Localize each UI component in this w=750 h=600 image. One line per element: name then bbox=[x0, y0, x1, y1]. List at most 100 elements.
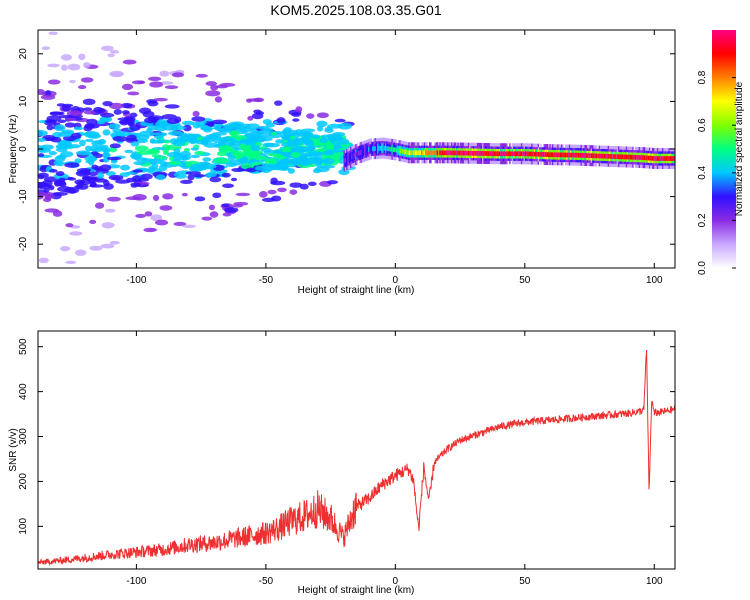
spectrogram-ridge-cell bbox=[410, 150, 413, 156]
spectrogram-x-tick-label: -50 bbox=[259, 275, 274, 286]
spectrogram-ridge-cell bbox=[496, 151, 499, 157]
spectrogram-ridge-cell bbox=[545, 152, 548, 157]
spectrogram-ridge-cell bbox=[649, 155, 652, 161]
spectrogram-cell bbox=[93, 140, 104, 145]
spectrogram-cell bbox=[286, 139, 299, 146]
spectrogram-ridge-cell bbox=[451, 150, 454, 156]
snr-y-tick-label: 300 bbox=[18, 428, 29, 445]
spectrogram-x-tick-label: -100 bbox=[126, 275, 146, 286]
spectrogram-ridge-cell bbox=[501, 151, 504, 157]
spectrogram-ridge-cell bbox=[400, 148, 403, 154]
spectrogram-cell bbox=[194, 139, 209, 145]
spectrogram-cell bbox=[201, 163, 217, 170]
spectrogram-cell bbox=[152, 194, 160, 202]
spectrogram-ridge-cell bbox=[514, 151, 517, 157]
spectrogram-cell bbox=[271, 195, 282, 202]
spectrogram-ridge-cell bbox=[629, 154, 632, 160]
spectrogram-cell bbox=[180, 179, 193, 185]
spectrogram-cell bbox=[108, 174, 124, 181]
spectrogram-cell bbox=[194, 196, 206, 202]
spectrogram-cell bbox=[102, 152, 111, 159]
spectrogram-ridge-cell bbox=[416, 150, 419, 156]
spectrogram-ridge-cell bbox=[650, 155, 653, 161]
spectrogram-ridge-cell bbox=[476, 150, 479, 156]
spectrogram-cell bbox=[270, 131, 277, 136]
spectrogram-ridge-cell bbox=[586, 153, 590, 158]
spectrogram-cell bbox=[212, 137, 224, 144]
spectrogram-cell bbox=[324, 149, 335, 156]
spectrogram-cell bbox=[152, 132, 168, 136]
spectrogram-ridge-cell bbox=[568, 152, 571, 158]
spectrogram-ridge-cell bbox=[427, 150, 430, 156]
spectrogram-cell bbox=[306, 113, 315, 119]
spectrogram-cell bbox=[172, 140, 186, 147]
spectrogram-cell bbox=[38, 130, 48, 137]
spectrogram-cell bbox=[41, 46, 50, 51]
spectrogram-ridge-cell bbox=[419, 150, 422, 156]
spectrogram-cell bbox=[82, 107, 93, 112]
spectrogram-cell bbox=[264, 158, 272, 165]
spectrogram-ridge-cell bbox=[445, 150, 448, 156]
spectrogram-cell bbox=[109, 50, 120, 54]
spectrogram-ridge-cell bbox=[592, 153, 595, 159]
spectrogram-cell bbox=[85, 160, 94, 164]
colorbar-tick-label: 0.2 bbox=[697, 213, 708, 227]
spectrogram-cell bbox=[138, 80, 145, 85]
spectrogram-cell bbox=[190, 147, 199, 151]
colorbar-label: Normalized spectral amplitude bbox=[734, 81, 745, 216]
spectrogram-cell bbox=[89, 181, 97, 188]
spectrogram-ridge-cell bbox=[572, 152, 575, 158]
spectrogram-cell bbox=[316, 120, 328, 128]
spectrogram-ridge-cell bbox=[612, 154, 615, 159]
spectrogram-ridge-cell bbox=[369, 146, 372, 152]
spectrogram-ridge-cell bbox=[546, 152, 549, 157]
spectrogram-cell bbox=[97, 172, 105, 179]
spectrogram-ridge-cell bbox=[645, 155, 648, 161]
spectrogram-cell bbox=[170, 161, 182, 165]
spectrogram-ridge-cell bbox=[431, 150, 434, 156]
spectrogram-cell bbox=[38, 88, 45, 96]
spectrogram-cell bbox=[38, 257, 49, 264]
spectrogram-cell bbox=[260, 147, 272, 153]
spectrogram-cell bbox=[162, 193, 174, 200]
spectrogram-cell bbox=[242, 149, 251, 156]
spectrogram-cell bbox=[47, 63, 60, 68]
spectrogram-cell bbox=[195, 73, 208, 78]
spectrogram-cell bbox=[116, 131, 131, 137]
spectrogram-ridge-cell bbox=[614, 154, 617, 159]
spectrogram-ridge-cell bbox=[422, 150, 425, 156]
spectrogram-ridge-cell bbox=[383, 145, 386, 151]
spectrogram-cell bbox=[38, 137, 46, 142]
spectrogram-cell bbox=[326, 180, 339, 185]
spectrogram-cell bbox=[287, 168, 295, 174]
spectrogram-cell bbox=[250, 144, 261, 152]
spectrogram-cell bbox=[270, 180, 286, 186]
spectrogram-ridge-cell bbox=[443, 150, 446, 156]
spectrogram-cell bbox=[307, 151, 324, 156]
spectrogram-cell bbox=[221, 203, 230, 208]
spectrogram-ridge-cell bbox=[660, 156, 663, 161]
spectrogram-cell bbox=[53, 160, 62, 166]
spectrogram-cell bbox=[212, 192, 222, 199]
spectrogram-ridge-cell bbox=[607, 153, 610, 159]
spectrogram-ridge-cell bbox=[404, 149, 407, 155]
spectrogram-ridge-cell bbox=[390, 146, 393, 152]
spectrogram-ridge-cell bbox=[549, 152, 552, 158]
spectrogram-ridge-cell bbox=[640, 155, 643, 160]
spectrogram-ridge-cell bbox=[603, 153, 606, 159]
spectrogram-ridge-cell bbox=[355, 152, 358, 157]
spectrogram-cell bbox=[259, 131, 272, 138]
spectrogram-cell bbox=[147, 148, 160, 155]
spectrogram-ridge-cell bbox=[373, 146, 376, 152]
spectrogram-cell bbox=[333, 151, 344, 156]
spectrogram-cell bbox=[60, 245, 71, 252]
colorbar-tick-label: 0.8 bbox=[697, 70, 708, 84]
spectrogram-cell bbox=[100, 243, 115, 249]
spectrogram-ridge-cell bbox=[539, 151, 542, 157]
spectrogram-cell bbox=[64, 186, 80, 194]
spectrogram-ridge-cell bbox=[487, 151, 490, 156]
spectrogram-cell bbox=[255, 111, 265, 116]
spectrogram-cell bbox=[168, 130, 184, 136]
spectrogram-cell bbox=[170, 125, 179, 131]
spectrogram-cell bbox=[57, 131, 73, 137]
